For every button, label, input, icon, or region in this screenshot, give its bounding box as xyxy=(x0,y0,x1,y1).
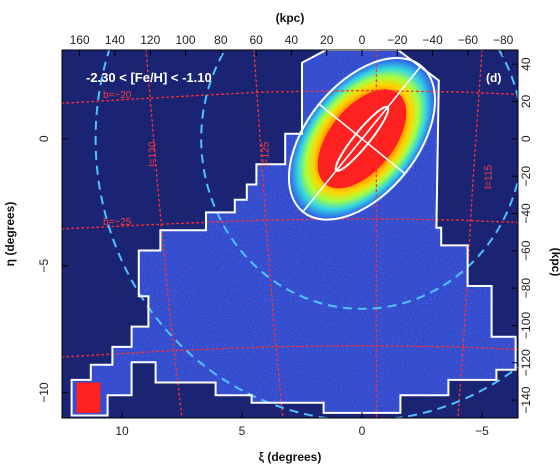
top-tick-label: 0 xyxy=(359,33,366,47)
x-tick-label: 10 xyxy=(115,424,129,438)
dashed-circle-2 xyxy=(200,50,518,310)
top-tick-label: −80 xyxy=(493,33,514,47)
right-tick-label: −100 xyxy=(519,312,533,339)
top-tick-label: 80 xyxy=(214,33,228,47)
x-tick-label: −5 xyxy=(475,424,489,438)
top-tick-label: 40 xyxy=(285,33,299,47)
dashed-circles xyxy=(94,50,518,418)
grid-line-l-125 xyxy=(253,50,284,418)
plot-frame xyxy=(61,49,519,419)
top-tick-label: 20 xyxy=(320,33,334,47)
footprint-outline xyxy=(70,50,517,417)
x-tick-label: 5 xyxy=(239,424,246,438)
y-tick-label: 0 xyxy=(37,135,51,142)
minor-axis xyxy=(318,103,406,175)
satellite-blob xyxy=(76,382,101,413)
panel-tag: (d) xyxy=(486,71,501,85)
right-tick-label: −80 xyxy=(519,278,533,299)
disk-ellipse-2 xyxy=(334,105,390,172)
right-tick-label: 20 xyxy=(519,95,533,109)
x-tick-label: 0 xyxy=(359,424,366,438)
disk-ellipses xyxy=(287,57,437,221)
grid-labels: b=−20 b=−25 l=130 l=125 l=115 xyxy=(103,90,495,228)
grid-label: b=−20 xyxy=(103,90,132,101)
grid-label: l=115 xyxy=(484,164,495,188)
grid-label: l=130 xyxy=(148,141,159,166)
grid-line-l-130 xyxy=(145,50,183,418)
grid-line-b-25 xyxy=(62,218,518,230)
y-tick-label: −5 xyxy=(37,259,51,273)
top-tick-label: −60 xyxy=(458,33,479,47)
right-tick-label: −40 xyxy=(519,203,533,224)
right-tick-label: −140 xyxy=(519,386,533,413)
grid-label: l=125 xyxy=(260,141,271,166)
grid-line-b-20 xyxy=(62,89,518,105)
top-tick-label: 60 xyxy=(249,33,263,47)
top-tick-label: 160 xyxy=(70,33,90,47)
grid-label: b=−25 xyxy=(103,217,132,228)
right-tick-label: −120 xyxy=(519,349,533,376)
right-tick-label: −60 xyxy=(519,240,533,261)
right-tick-label: −20 xyxy=(519,166,533,187)
top-axis-title: (kpc) xyxy=(276,11,305,25)
dashed-circle-1 xyxy=(94,50,518,418)
x-axis-title: ξ (degrees) xyxy=(259,450,322,464)
top-tick-label: −40 xyxy=(422,33,443,47)
top-tick-label: 140 xyxy=(105,33,125,47)
right-axis-title: (kpc) xyxy=(549,248,560,277)
y-tick-label: −10 xyxy=(37,382,51,403)
grid-line-b-30 xyxy=(62,344,518,358)
top-tick-label: 120 xyxy=(140,33,160,47)
y-axis-title: η (degrees) xyxy=(3,202,17,267)
grid-line-l-115 xyxy=(457,50,483,418)
top-tick-label: 100 xyxy=(176,33,196,47)
top-tick-label: −20 xyxy=(387,33,408,47)
right-tick-label: 0 xyxy=(519,135,533,142)
panel-title: -2.30 < [Fe/H] < -1.10 xyxy=(86,70,212,85)
right-tick-label: 40 xyxy=(519,57,533,71)
